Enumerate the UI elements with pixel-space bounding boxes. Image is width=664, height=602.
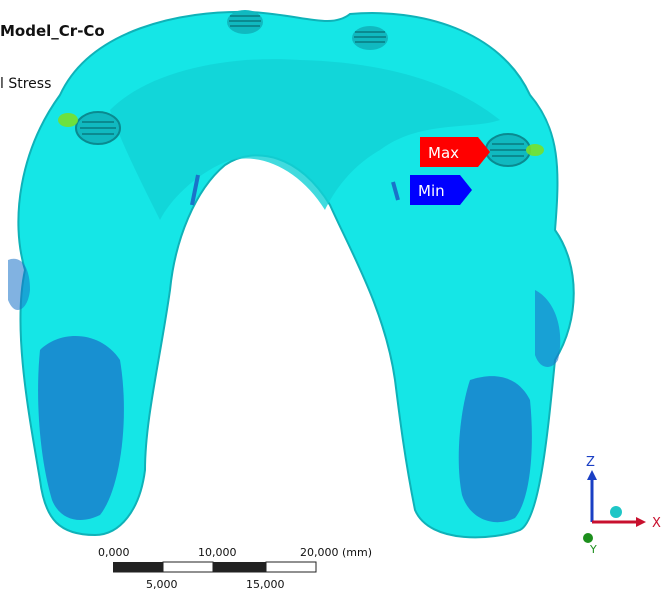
scale-label-15: 15,000: [246, 578, 285, 591]
axis-y-label: Y: [589, 543, 597, 556]
surface-mark-left: [190, 174, 200, 206]
screw-hole-right: [485, 133, 544, 167]
screw-hole-top-right: [352, 26, 388, 50]
max-probe[interactable]: Max: [420, 137, 490, 167]
low-stress-region-left: [38, 336, 124, 520]
screw-hole-left: [58, 111, 121, 145]
scale-bar: 0,000 10,000 20,000 (mm) 5,000 15,000: [98, 546, 372, 591]
screw-hole-top-left: [227, 10, 263, 34]
surface-mark-right: [391, 181, 400, 201]
low-stress-region-right-upper: [535, 290, 561, 367]
min-probe[interactable]: Min: [410, 175, 472, 205]
result-type-label: l Stress: [0, 76, 52, 92]
dental-model[interactable]: [8, 10, 575, 539]
model-title: Model_Cr-Co: [0, 22, 105, 40]
axis-triad[interactable]: Z X Y: [583, 455, 661, 556]
scale-label-20: 20,000 (mm): [300, 546, 372, 559]
max-label: Max: [428, 144, 459, 162]
min-label: Min: [418, 182, 445, 200]
axis-z-label: Z: [586, 455, 595, 470]
low-stress-region-left-upper: [8, 258, 30, 311]
low-stress-region-right: [458, 376, 532, 523]
scale-label-10: 10,000: [198, 546, 237, 559]
model-inner-surface: [110, 59, 500, 221]
scale-label-5: 5,000: [146, 578, 178, 591]
scale-label-0: 0,000: [98, 546, 130, 559]
axis-x-label: X: [652, 516, 661, 531]
